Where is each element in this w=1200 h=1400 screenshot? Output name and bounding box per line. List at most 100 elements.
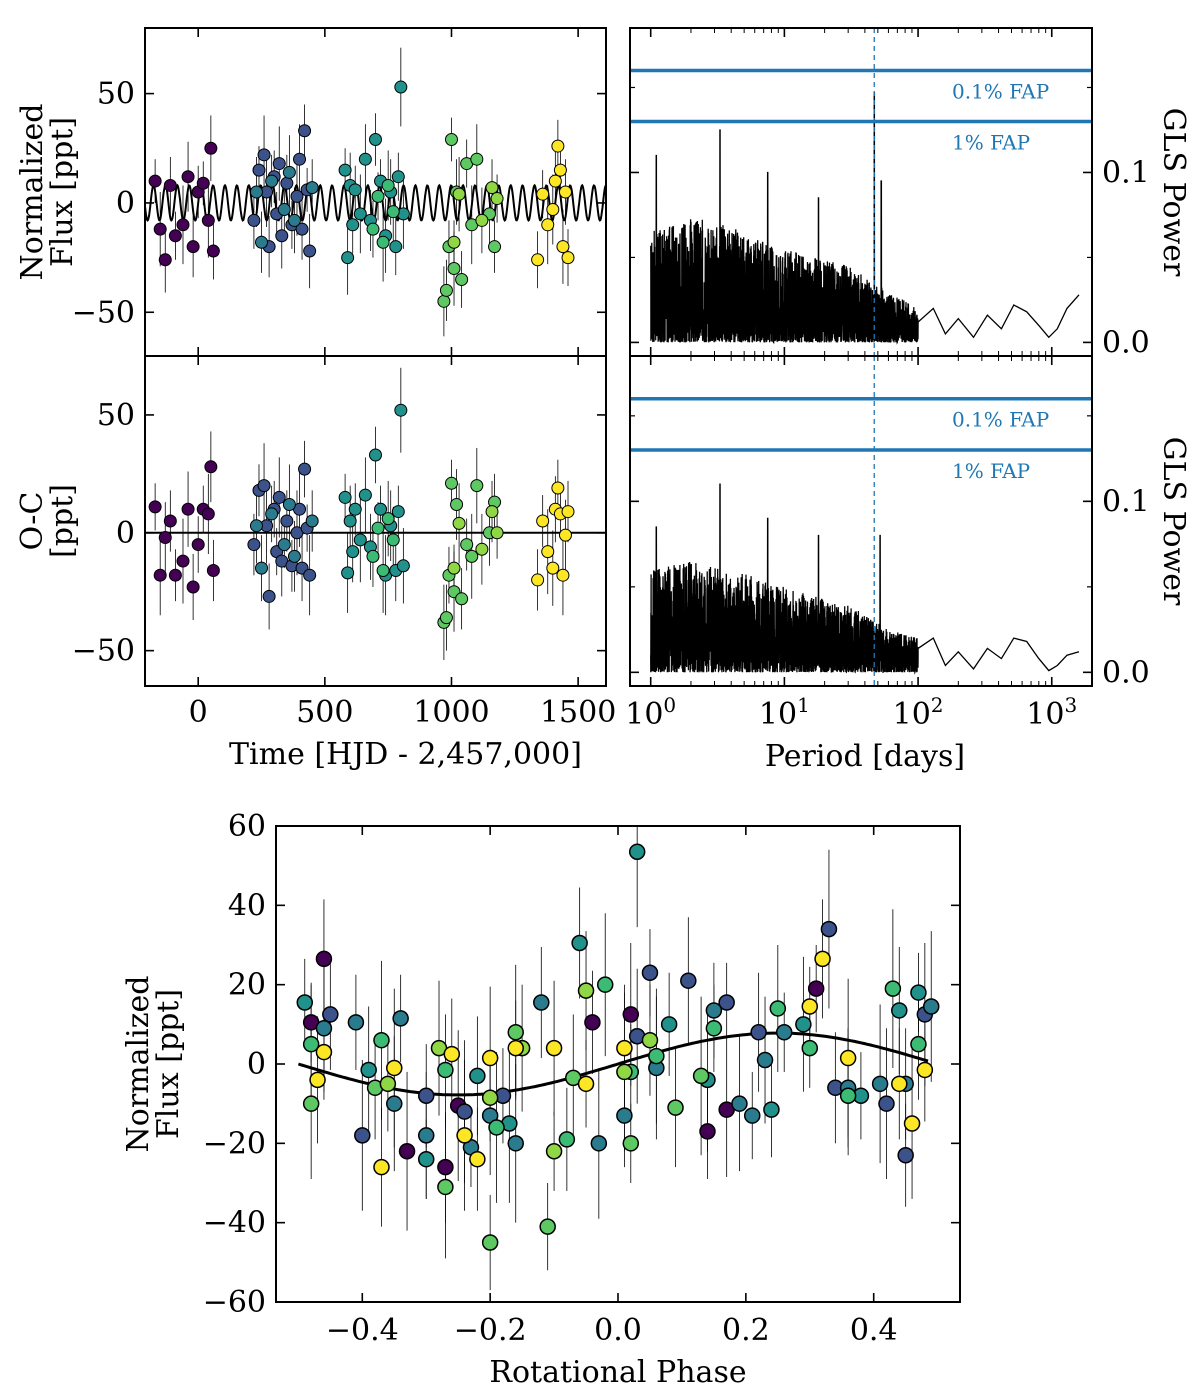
y-axis-label: GLS Power [1156, 437, 1191, 606]
data-point [346, 545, 360, 559]
data-point [533, 994, 550, 1011]
data-point [878, 1095, 895, 1112]
periodogram-top-panel: 0.1% FAP 1% FAP 0.0 0.1 GLS Power [629, 27, 1191, 360]
data-point [541, 218, 555, 232]
data-point [398, 1143, 416, 1160]
y-tick-label: 0.0 [1102, 655, 1150, 690]
data-point [287, 549, 301, 563]
data-point [249, 185, 263, 199]
data-point [814, 950, 831, 968]
data-point [801, 1039, 819, 1057]
data-point [371, 189, 385, 203]
x-tick-label-base: 10 [1026, 697, 1064, 732]
data-point [338, 163, 352, 177]
data-point [257, 148, 271, 162]
data-point [163, 514, 177, 528]
data-point [469, 1150, 486, 1168]
data-point [366, 549, 380, 563]
axes-frame [144, 355, 607, 687]
data-point [622, 1006, 640, 1023]
data-point [322, 1006, 339, 1023]
data-point [396, 559, 410, 573]
data-point [590, 1135, 608, 1152]
data-point [298, 462, 312, 476]
fap-label: 0.1% FAP [952, 79, 1049, 103]
plot-area [145, 47, 606, 337]
data-point [628, 843, 646, 861]
data-point [369, 448, 382, 462]
data-point [485, 181, 499, 195]
data-point [641, 1031, 659, 1049]
y-tick-label: −40 [203, 1206, 266, 1241]
data-point [556, 568, 570, 582]
data-point [265, 174, 279, 188]
data-point [481, 1234, 499, 1251]
data-point [553, 163, 567, 177]
y-tick-label: 50 [97, 77, 135, 112]
data-point [437, 1178, 454, 1196]
data-point [302, 1035, 320, 1053]
data-point [470, 479, 484, 493]
data-point [439, 611, 453, 625]
data-point [346, 218, 360, 232]
data-point [507, 1024, 524, 1041]
data-point [558, 528, 572, 542]
y-axis-label: GLS Power [1156, 108, 1191, 277]
data-point [545, 1143, 563, 1160]
data-point [546, 561, 560, 575]
data-point [176, 554, 190, 568]
data-point [386, 533, 400, 547]
data-point [571, 934, 588, 952]
data-point [437, 1158, 454, 1176]
y-tick-label: −50 [72, 634, 135, 669]
data-point [437, 294, 451, 308]
data-point [168, 229, 182, 243]
data-point [338, 490, 352, 504]
data-point [481, 1089, 499, 1106]
data-point [287, 213, 301, 227]
data-point [265, 507, 279, 521]
y-tick-label: 40 [228, 888, 266, 923]
data-point [394, 403, 408, 417]
data-point [897, 1146, 914, 1164]
data-point [148, 174, 162, 188]
data-point [775, 1024, 793, 1041]
data-point [282, 165, 296, 179]
data-point [280, 514, 294, 528]
x-tick-label: 500 [296, 695, 353, 730]
data-point [546, 202, 560, 216]
data-point [437, 1061, 454, 1079]
data-point [447, 235, 461, 249]
data-point [705, 1002, 723, 1019]
light-curve-panel: −50 0 50 NormalizedFlux [ppt] [15, 27, 607, 357]
data-point [206, 564, 220, 577]
data-point [272, 490, 286, 504]
x-tick-label: 1000 [413, 695, 489, 730]
data-point [488, 1119, 505, 1136]
data-point [369, 133, 382, 147]
data-point [158, 253, 172, 267]
data-point [718, 994, 735, 1011]
data-point [558, 185, 572, 199]
data-point [616, 1063, 633, 1081]
data-point [443, 1045, 461, 1063]
data-point [163, 178, 177, 192]
phase-folded-panel: −60 −40 −20 0 20 40 60 −0.4 −0.2 0.0 0.2 0.4 Normali… [121, 809, 961, 1390]
data-point [481, 1049, 499, 1067]
y-tick-label: 60 [228, 809, 266, 844]
data-point [561, 251, 575, 265]
data-point [358, 488, 372, 502]
data-point [196, 176, 210, 190]
data-point [255, 235, 269, 249]
data-point [910, 984, 927, 1001]
data-point [460, 538, 474, 552]
data-point [551, 481, 565, 495]
data-point [820, 920, 838, 938]
data-point [296, 994, 314, 1011]
data-point [891, 1075, 908, 1093]
data-point [536, 187, 550, 201]
periodogram-curve [650, 483, 1080, 675]
periodogram-curve [650, 91, 1080, 345]
data-point [282, 498, 296, 511]
